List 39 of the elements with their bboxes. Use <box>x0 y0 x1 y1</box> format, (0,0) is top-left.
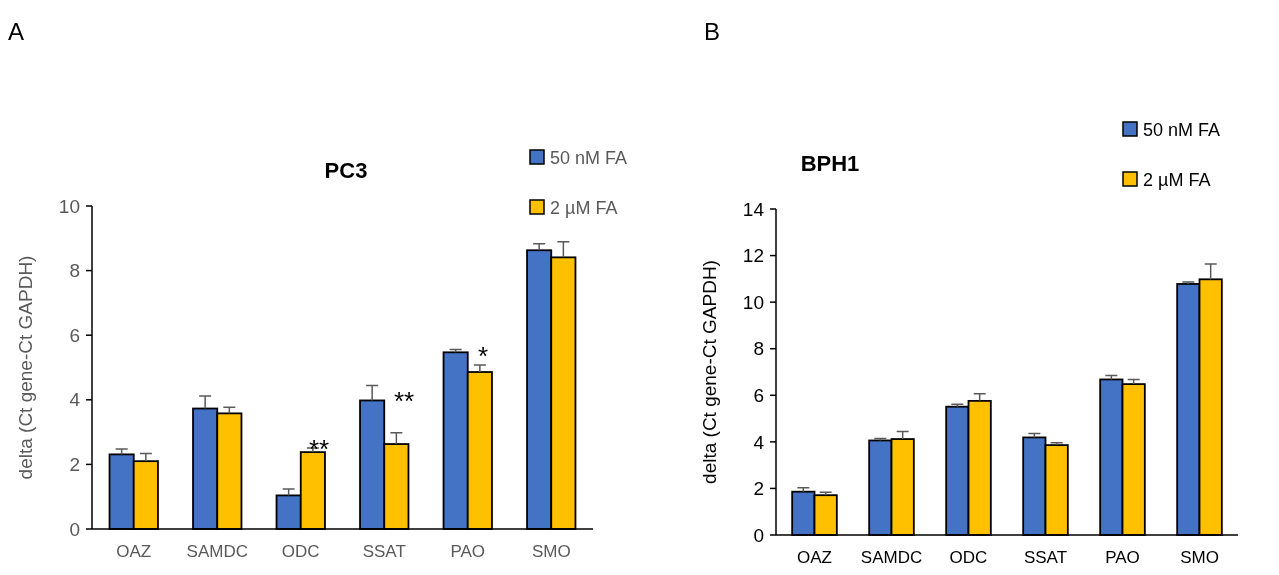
annotation: ** <box>393 386 415 417</box>
annotation: * <box>477 341 489 372</box>
x-tick-label: OAZ <box>797 548 832 567</box>
legend-label: 2 µM FA <box>550 198 618 219</box>
legend-label: 50 nM FA <box>1143 120 1221 141</box>
y-axis-title: delta (Ct gene-Ct GAPDH) <box>699 260 720 484</box>
y-tick-label: 6 <box>753 384 764 406</box>
x-tick-label: SSAT <box>1023 548 1068 567</box>
x-tick-label: SAMDC <box>186 542 248 561</box>
annotation: ** <box>308 434 330 465</box>
x-tick-label: SAMDC <box>860 548 923 567</box>
y-tick-label: 8 <box>753 338 764 360</box>
x-tick-label: SMO <box>1180 548 1219 567</box>
legend-label: 50 nM FA <box>550 148 628 169</box>
x-tick-label: PAO <box>1105 548 1140 567</box>
y-tick-label: 6 <box>69 324 80 346</box>
y-tick-label: 4 <box>69 389 81 411</box>
x-tick-label: ODC <box>949 548 988 567</box>
y-tick-label: 4 <box>753 431 765 453</box>
x-tick-label: PAO <box>450 542 486 561</box>
text: B <box>704 18 721 45</box>
y-axis-title: delta (Ct gene-Ct GAPDH) <box>15 255 36 480</box>
y-tick-label: 10 <box>742 291 764 313</box>
y-tick-label: 0 <box>69 518 80 540</box>
text: A <box>8 18 25 45</box>
y-tick-label: 8 <box>69 260 80 282</box>
y-tick-label: 10 <box>58 195 80 217</box>
x-tick-label: OAZ <box>116 542 152 561</box>
y-tick-label: 14 <box>742 198 765 220</box>
x-tick-label: SMO <box>531 542 571 561</box>
x-tick-label: ODC <box>281 542 320 561</box>
y-tick-label: 0 <box>753 524 764 546</box>
chart-title: PC3 <box>324 158 368 183</box>
x-tick-label: SSAT <box>362 542 406 561</box>
legend-label: 2 µM FA <box>1143 170 1211 191</box>
y-tick-label: 2 <box>69 454 80 476</box>
y-tick-label: 2 <box>753 478 764 500</box>
y-tick-label: 12 <box>742 245 764 267</box>
chart-title: BPH1 <box>800 151 860 176</box>
